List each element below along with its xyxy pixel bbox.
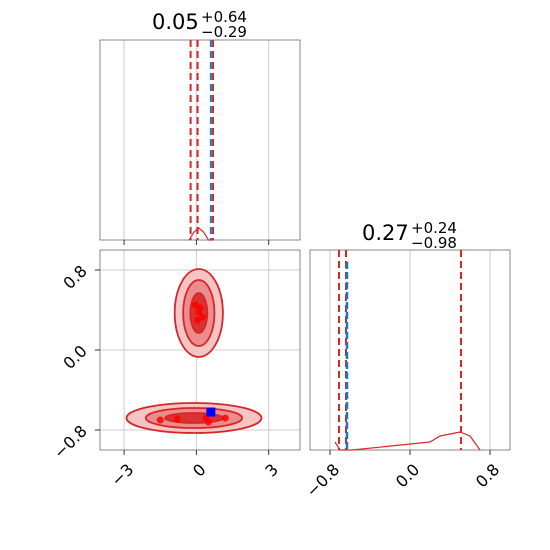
param1-title-minus: −0.29	[201, 23, 247, 41]
sample-point	[204, 418, 212, 426]
sample-point	[198, 313, 206, 321]
sample-point	[195, 308, 203, 316]
joint-density-panel: −3 0 3 −0.8 0.0 0.8	[50, 249, 301, 490]
x-tick-label: −3	[107, 460, 137, 490]
y-tick-label: 0.8	[59, 261, 90, 292]
x-tick-label: −0.8	[302, 460, 343, 501]
param2-title-value: 0.27	[362, 221, 409, 245]
sample-point	[173, 415, 181, 423]
sample-point	[221, 414, 229, 422]
marginal-panel-param1: 0.05 +0.64 −0.29	[99, 8, 301, 245]
marginal-panel-param2: −0.8 0.0 0.8 0.27 +0.24 −0.98	[302, 219, 511, 501]
param2-title-minus: −0.98	[411, 234, 457, 252]
param1-title-value: 0.05	[152, 10, 199, 34]
histogram-step	[334, 431, 481, 451]
param2-title-plus: +0.24	[411, 219, 457, 237]
x-tick-label: 0	[189, 460, 210, 481]
axes-frame	[99, 39, 301, 241]
y-tick-label: −0.8	[50, 421, 91, 462]
histogram-step	[188, 227, 214, 241]
truth-marker	[206, 407, 216, 417]
x-tick-label: 3	[261, 460, 282, 481]
sample-point	[156, 416, 164, 424]
x-tick-label: 0.0	[392, 460, 423, 491]
param1-title-plus: +0.64	[201, 8, 247, 26]
y-tick-label: 0.0	[59, 341, 90, 372]
x-tick-label: 0.8	[472, 460, 503, 491]
